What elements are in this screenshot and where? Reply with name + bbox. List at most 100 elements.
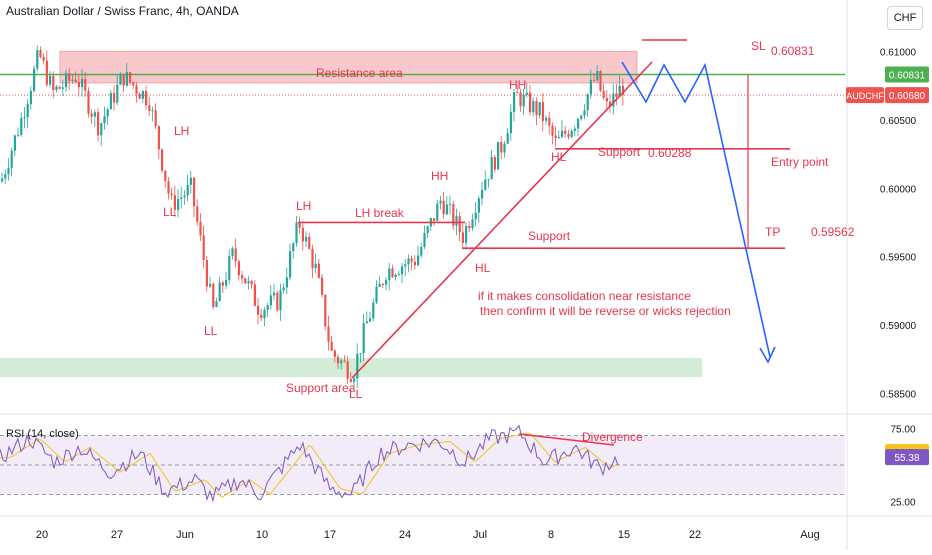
label-ll-1: LL bbox=[163, 205, 177, 219]
candle-body-194 bbox=[621, 85, 624, 95]
price-badge-value-0: 0.60831 bbox=[889, 71, 926, 82]
candle-body-15 bbox=[49, 75, 52, 85]
candle-body-29 bbox=[93, 112, 96, 117]
projection-path bbox=[621, 61, 771, 358]
candle-body-92 bbox=[295, 222, 298, 244]
label-ll-2: LL bbox=[204, 324, 218, 338]
candle-body-116 bbox=[372, 302, 375, 319]
candle-body-17 bbox=[55, 86, 58, 91]
candle-body-9 bbox=[29, 90, 32, 105]
candle-body-47 bbox=[151, 110, 154, 112]
candle-body-160 bbox=[513, 92, 516, 112]
candle-body-88 bbox=[282, 287, 285, 291]
time-tick-0: 20 bbox=[36, 529, 48, 541]
candle-body-52 bbox=[167, 181, 170, 194]
candle-body-35 bbox=[113, 93, 116, 103]
candle-body-79 bbox=[253, 284, 256, 306]
trendline bbox=[351, 61, 653, 379]
candle-body-165 bbox=[529, 92, 532, 113]
candle-body-115 bbox=[369, 318, 372, 322]
candle-body-6 bbox=[20, 117, 23, 135]
candle-body-71 bbox=[228, 255, 231, 280]
label-note-1: if it makes consolidation near resistanc… bbox=[478, 289, 691, 303]
candle-body-51 bbox=[164, 170, 167, 182]
candle-body-180 bbox=[577, 118, 580, 129]
candle-body-89 bbox=[285, 277, 288, 288]
candle-body-77 bbox=[247, 281, 250, 284]
candle-body-166 bbox=[532, 100, 535, 113]
candle-body-120 bbox=[385, 280, 388, 285]
candle-body-86 bbox=[276, 292, 279, 311]
candle-body-83 bbox=[266, 305, 269, 310]
candle-body-114 bbox=[365, 321, 368, 324]
candle-body-60 bbox=[193, 177, 196, 207]
candle-body-129 bbox=[413, 261, 416, 266]
candle-body-168 bbox=[538, 102, 541, 116]
candle-body-36 bbox=[116, 84, 119, 103]
candle-body-19 bbox=[61, 87, 64, 89]
label-support-upper: Support bbox=[598, 145, 641, 159]
candle-body-74 bbox=[237, 261, 240, 276]
candle-body-131 bbox=[420, 246, 423, 256]
time-tick-1: 27 bbox=[111, 529, 123, 541]
candle-body-185 bbox=[593, 79, 596, 81]
candle-body-112 bbox=[359, 353, 362, 355]
candle-body-70 bbox=[225, 279, 228, 286]
currency-button[interactable]: CHF bbox=[887, 6, 923, 30]
label-hl-2: HL bbox=[551, 150, 567, 164]
candle-body-169 bbox=[541, 102, 544, 121]
candle-body-104 bbox=[333, 350, 336, 357]
candle-body-27 bbox=[87, 90, 90, 114]
candle-body-16 bbox=[52, 75, 55, 91]
candle-body-4 bbox=[13, 135, 16, 151]
candle-body-11 bbox=[36, 50, 39, 69]
candle-body-31 bbox=[100, 123, 103, 136]
rsi-tick-75: 75.00 bbox=[890, 424, 915, 435]
candle-body-72 bbox=[231, 248, 234, 256]
candle-body-122 bbox=[391, 268, 394, 278]
chart-title: Australian Dollar / Swiss Franc, 4h, OAN… bbox=[6, 4, 239, 18]
price-badge-bg-0 bbox=[885, 66, 929, 83]
divergence-line bbox=[518, 433, 615, 446]
label-support-lower: Support bbox=[528, 229, 571, 243]
candle-body-135 bbox=[433, 218, 436, 221]
candle-body-110 bbox=[353, 378, 356, 382]
candle-body-182 bbox=[583, 110, 586, 116]
candle-body-67 bbox=[215, 301, 218, 307]
rsi-badge-value-1: 55.38 bbox=[894, 453, 919, 464]
candle-body-85 bbox=[273, 292, 276, 296]
label-hh-2: HH bbox=[509, 78, 526, 92]
candle-body-1 bbox=[4, 174, 7, 179]
candle-body-75 bbox=[241, 275, 244, 279]
price-tick-2: 0.60000 bbox=[880, 184, 917, 195]
candle-body-149 bbox=[477, 198, 480, 213]
candle-body-118 bbox=[378, 283, 381, 287]
label-support-value: 0.60288 bbox=[648, 146, 692, 160]
candle-body-144 bbox=[461, 232, 464, 244]
candle-body-26 bbox=[84, 78, 87, 91]
label-support-area: Support area bbox=[286, 381, 356, 395]
price-badge-label-1: AUDCHF bbox=[846, 91, 884, 101]
candle-body-176 bbox=[564, 130, 567, 134]
resistance-zone bbox=[59, 50, 638, 84]
label-resistance-area: Resistance area bbox=[316, 66, 403, 80]
label-divergence: Divergence bbox=[582, 430, 643, 444]
label-tp-value: 0.59562 bbox=[811, 225, 855, 239]
candle-body-23 bbox=[74, 79, 77, 83]
candle-body-128 bbox=[410, 258, 413, 262]
candle-body-48 bbox=[154, 110, 157, 127]
candle-body-125 bbox=[401, 266, 404, 275]
candle-body-173 bbox=[554, 135, 557, 139]
candle-body-80 bbox=[257, 305, 260, 315]
candle-body-151 bbox=[484, 179, 487, 190]
label-lh-1: LH bbox=[174, 124, 189, 138]
label-tp: TP bbox=[765, 225, 780, 239]
candle-body-78 bbox=[250, 281, 253, 285]
candle-body-167 bbox=[535, 100, 538, 116]
candle-body-30 bbox=[97, 112, 100, 136]
candle-body-193 bbox=[618, 85, 621, 97]
candle-body-59 bbox=[189, 177, 192, 185]
candle-body-150 bbox=[481, 189, 484, 199]
candle-body-133 bbox=[426, 226, 429, 234]
candle-body-186 bbox=[596, 70, 599, 81]
